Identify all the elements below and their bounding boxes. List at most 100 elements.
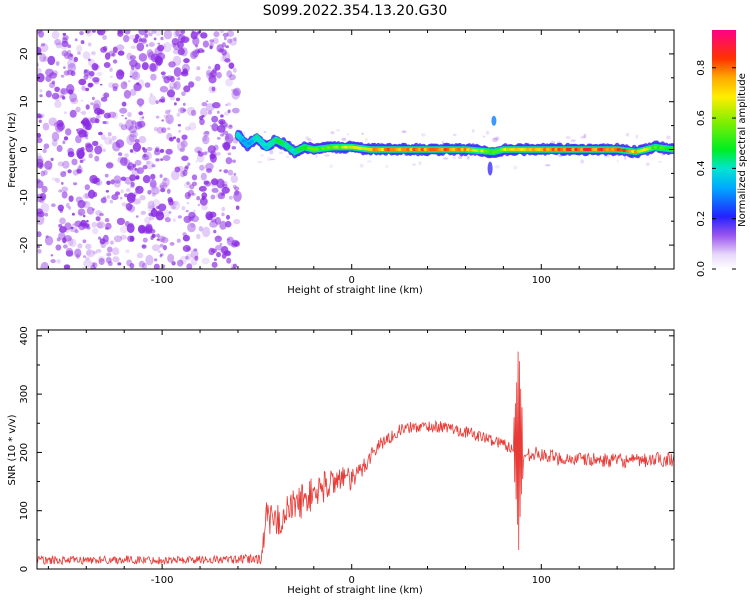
noise-dot xyxy=(161,264,165,269)
noise-dot xyxy=(168,82,178,89)
noise-dot xyxy=(134,121,143,130)
noise-dot xyxy=(61,186,69,192)
noise-dot xyxy=(165,114,174,125)
noise-dot xyxy=(172,200,178,206)
noise-dot xyxy=(74,229,79,234)
noise-dot xyxy=(226,38,233,44)
noise-dot xyxy=(458,155,462,159)
noise-dot xyxy=(119,196,123,200)
noise-dot xyxy=(82,239,87,244)
noise-dot xyxy=(58,189,63,193)
noise-dot xyxy=(173,81,181,90)
noise-dot xyxy=(205,162,214,171)
noise-dot xyxy=(96,248,102,253)
noise-dot xyxy=(232,159,236,163)
noise-dot xyxy=(216,137,221,140)
noise-dot xyxy=(41,185,48,193)
ridge-core xyxy=(289,148,295,152)
noise-dot xyxy=(162,177,170,187)
noise-dot xyxy=(226,102,232,106)
noise-dot xyxy=(176,141,186,152)
noise-dot xyxy=(74,248,82,258)
noise-dot xyxy=(232,67,237,73)
noise-dot xyxy=(50,254,54,257)
ridge-core xyxy=(238,136,243,140)
noise-dot xyxy=(183,215,192,224)
noise-dot xyxy=(159,243,164,248)
noise-dot xyxy=(37,67,42,74)
noise-dot xyxy=(69,53,73,57)
noise-dot xyxy=(100,241,107,249)
noise-dot xyxy=(70,70,76,76)
noise-dot xyxy=(63,264,71,269)
noise-dot xyxy=(205,181,211,187)
noise-dot xyxy=(51,92,60,100)
noise-dot xyxy=(138,53,148,62)
noise-dot xyxy=(137,79,145,88)
noise-dot xyxy=(167,253,175,263)
noise-dot xyxy=(185,209,189,213)
noise-dot xyxy=(485,130,490,135)
noise-dot xyxy=(81,151,86,157)
noise-dot xyxy=(209,45,213,50)
noise-dot xyxy=(159,184,165,189)
noise-dot xyxy=(197,150,201,154)
noise-dot xyxy=(263,131,267,133)
noise-dot xyxy=(40,203,50,213)
noise-dot xyxy=(37,46,42,56)
noise-dot xyxy=(209,42,214,48)
noise-dot xyxy=(107,111,117,119)
noise-dot xyxy=(54,86,60,93)
noise-dot xyxy=(160,188,166,193)
noise-dot xyxy=(37,214,45,225)
noise-dot xyxy=(67,169,72,174)
noise-dot xyxy=(104,121,109,125)
noise-dot xyxy=(82,255,87,258)
noise-dot xyxy=(157,44,165,52)
noise-dot xyxy=(127,111,132,118)
noise-dot xyxy=(78,164,82,168)
noise-dot xyxy=(129,55,136,61)
noise-dot xyxy=(187,222,196,233)
noise-dot xyxy=(89,71,95,77)
noise-dot xyxy=(159,182,168,190)
noise-dot xyxy=(158,203,167,212)
noise-dot xyxy=(166,89,176,98)
noise-dot xyxy=(305,136,310,141)
noise-dot xyxy=(77,243,83,249)
noise-dot xyxy=(111,135,117,140)
noise-dot xyxy=(146,160,150,165)
noise-dot xyxy=(330,131,335,135)
noise-dot xyxy=(225,133,234,144)
noise-dot xyxy=(171,38,179,46)
noise-dot xyxy=(162,155,171,161)
noise-dot xyxy=(96,71,103,77)
noise-dot xyxy=(52,70,59,76)
noise-dot xyxy=(118,122,123,128)
noise-dot xyxy=(223,141,231,151)
noise-dot xyxy=(99,212,104,217)
ridge-core xyxy=(284,143,289,147)
noise-dot xyxy=(138,260,145,268)
noise-dot xyxy=(210,194,216,200)
noise-dot xyxy=(194,255,199,261)
noise-dot xyxy=(129,149,134,153)
noise-dot xyxy=(96,221,106,229)
noise-dot xyxy=(230,266,236,269)
noise-dot xyxy=(151,164,156,168)
noise-dot xyxy=(42,148,47,154)
noise-dot xyxy=(55,177,60,183)
noise-dot xyxy=(226,70,233,78)
noise-dot xyxy=(81,85,86,91)
noise-dot xyxy=(168,211,172,214)
noise-dot xyxy=(37,30,41,35)
noise-dot xyxy=(201,226,211,238)
noise-dot xyxy=(71,158,78,166)
noise-dot xyxy=(176,137,181,143)
noise-dot xyxy=(129,174,137,182)
noise-dot xyxy=(61,40,69,48)
noise-dot xyxy=(177,165,184,172)
noise-dot xyxy=(269,158,275,161)
x-tick-label: -100 xyxy=(151,575,174,586)
noise-dot xyxy=(105,190,110,193)
